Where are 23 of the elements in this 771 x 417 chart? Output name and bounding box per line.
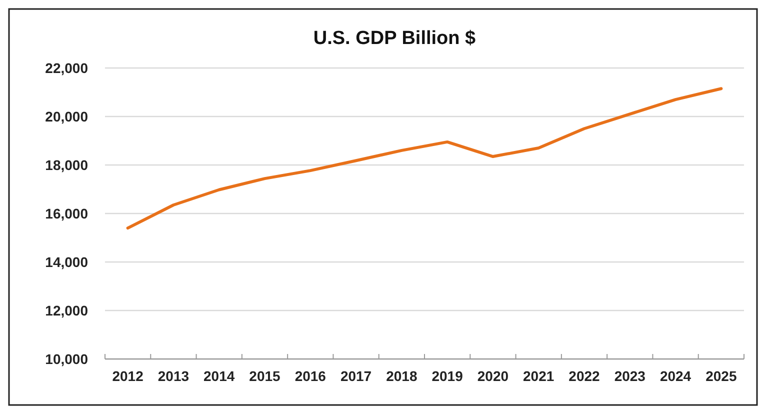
x-tick-label: 2023 [614, 368, 646, 384]
x-tick-label: 2024 [660, 368, 692, 384]
y-tick-label: 20,000 [45, 108, 88, 124]
x-tick-label: 2021 [523, 368, 554, 384]
x-tick-label: 2017 [340, 368, 372, 384]
x-tick-label: 2019 [432, 368, 464, 384]
y-tick-label: 18,000 [45, 156, 88, 173]
y-tick-label: 14,000 [45, 254, 88, 270]
x-tick-label: 2025 [706, 368, 737, 384]
x-tick-label: 2012 [112, 368, 144, 384]
chart-title: U.S. GDP Billion $ [313, 28, 476, 49]
x-tick-label: 2013 [158, 368, 190, 384]
y-tick-label: 16,000 [45, 205, 88, 222]
y-tick-label: 12,000 [45, 302, 88, 318]
x-tick-label: 2016 [294, 368, 326, 384]
x-tick-label: 2020 [477, 368, 509, 384]
y-tick-label: 22,000 [45, 60, 88, 76]
x-tick-label: 2018 [386, 368, 418, 384]
x-tick-label: 2022 [568, 368, 600, 384]
x-tick-label: 2015 [249, 368, 281, 384]
y-tick-label: 10,000 [45, 350, 88, 367]
line-series [126, 87, 723, 230]
x-tick-label: 2014 [204, 368, 235, 384]
